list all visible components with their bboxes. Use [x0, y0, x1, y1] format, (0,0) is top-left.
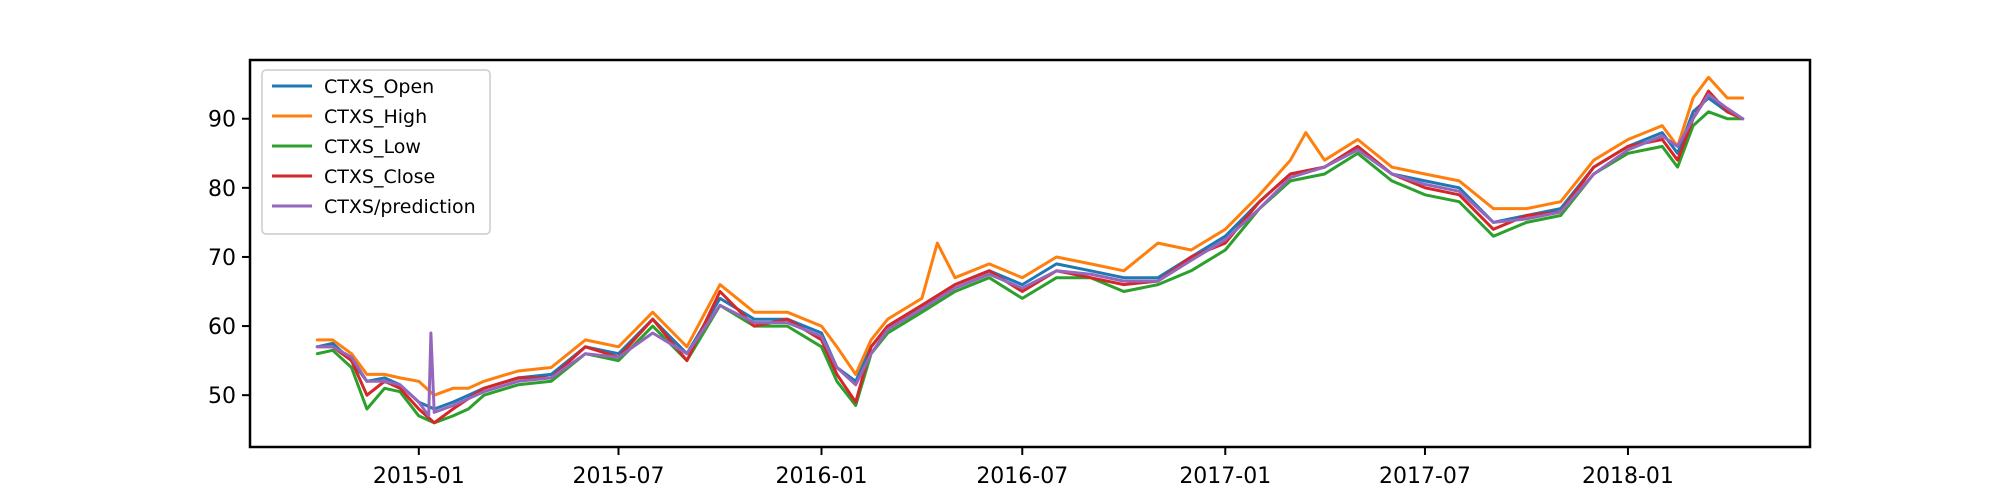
- x-tick-label: 2017-07: [1379, 464, 1471, 489]
- series-line-ctxs-high: [315, 75, 1745, 397]
- y-tick-label: 50: [208, 384, 236, 409]
- series-line-ctxs-low: [315, 110, 1745, 425]
- series-line-ctxs-open: [315, 96, 1745, 411]
- series-line-ctxs-prediction: [315, 93, 1745, 418]
- x-tick-label: 2016-01: [776, 464, 868, 489]
- legend-label: CTXS/prediction: [324, 196, 476, 218]
- y-tick-label: 80: [208, 177, 236, 202]
- x-tick-label: 2018-01: [1582, 464, 1674, 489]
- legend-label: CTXS_High: [324, 106, 427, 128]
- x-tick-label: 2017-01: [1179, 464, 1271, 489]
- x-axis: 2015-01 2015-07 2016-01 2016-07 2017-01 2017-…: [373, 447, 1674, 489]
- y-tick-label: 60: [208, 315, 236, 340]
- series-layer: [315, 75, 1745, 425]
- y-axis: 50 60 70 80 90: [208, 108, 250, 409]
- y-tick-label: 90: [208, 108, 236, 133]
- legend-box: [261, 69, 491, 235]
- legend: CTXS_Open CTXS_High CTXS_Low CTXS_Close CTXS…: [261, 69, 491, 235]
- series-line-ctxs-close: [315, 89, 1745, 425]
- x-tick-label: 2015-07: [573, 464, 665, 489]
- x-tick-label: 2015-01: [373, 464, 465, 489]
- legend-label: CTXS_Low: [324, 136, 421, 158]
- legend-label: CTXS_Open: [324, 76, 434, 98]
- legend-label: CTXS_Close: [324, 166, 435, 188]
- x-tick-label: 2016-07: [976, 464, 1068, 489]
- y-tick-label: 70: [208, 246, 236, 271]
- plot-frame: [248, 58, 1812, 449]
